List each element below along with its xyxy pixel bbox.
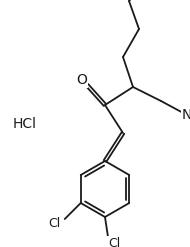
Text: HCl: HCl <box>13 117 37 130</box>
Text: Cl: Cl <box>49 217 61 229</box>
Text: Cl: Cl <box>108 236 120 247</box>
Text: O: O <box>77 73 87 87</box>
Text: N: N <box>182 108 190 122</box>
